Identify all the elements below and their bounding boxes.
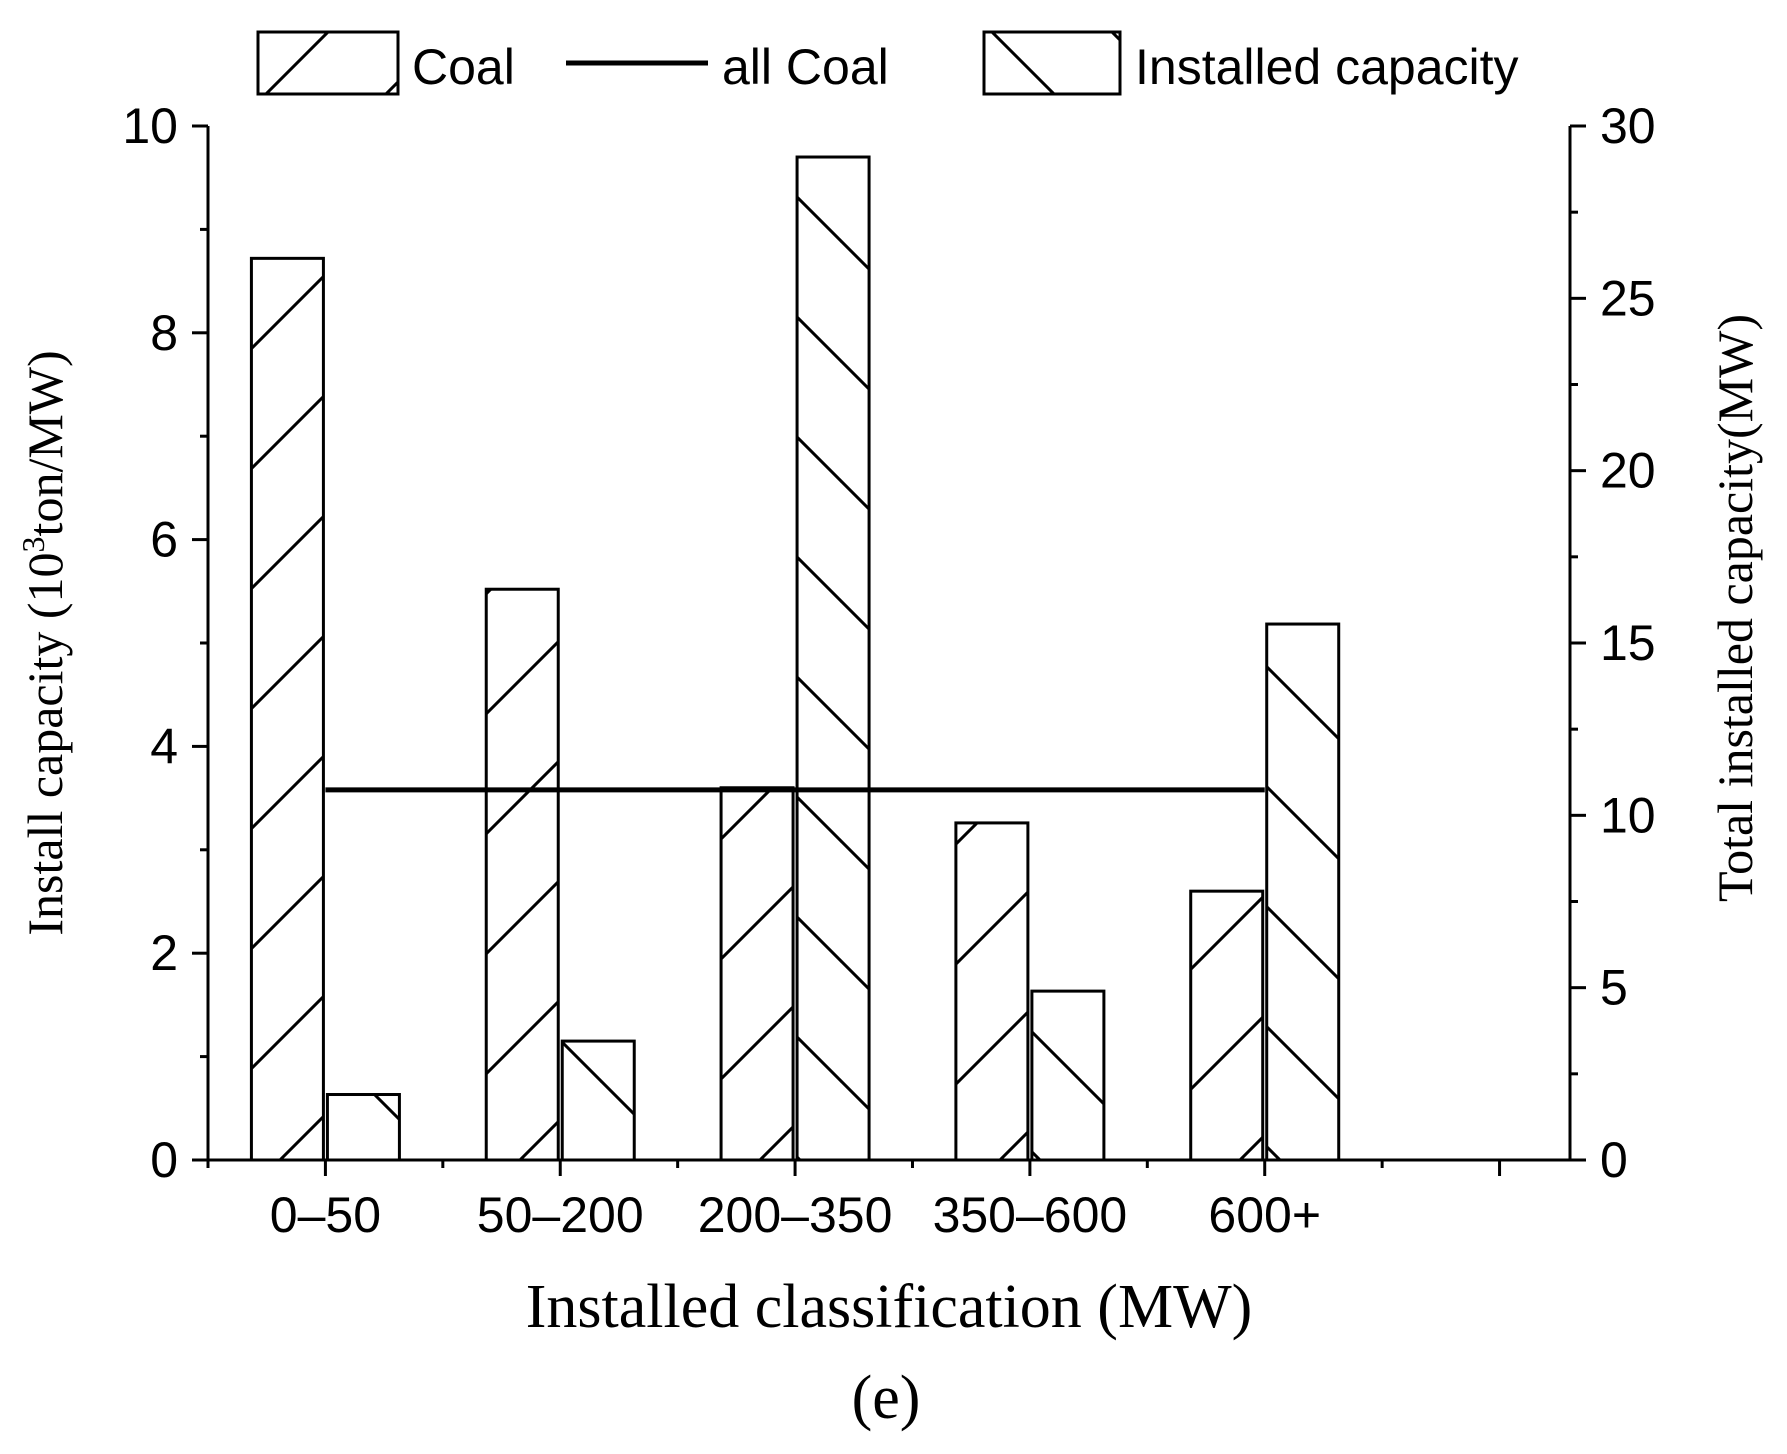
- legend-all-coal-label: all Coal: [722, 39, 889, 95]
- left-tick-label: 0: [150, 1132, 178, 1188]
- legend-installed-capacity-swatch: [982, 30, 1122, 96]
- installed-capacity-bar: [1030, 989, 1106, 1162]
- left-tick-label: 2: [150, 925, 178, 981]
- legend-coal-swatch: [256, 30, 400, 96]
- right-tick-label: 10: [1600, 787, 1656, 843]
- installed-capacity-bar: [1265, 622, 1341, 1162]
- legend-coal-label: Coal: [412, 39, 515, 95]
- x-ticks: 0–50 50–200 200–350 350–600 600+: [206, 1160, 1502, 1243]
- x-tick-label: 200–350: [698, 1187, 893, 1243]
- right-tick-label: 0: [1600, 1132, 1628, 1188]
- legend-installed-capacity-label: Installed capacity: [1135, 39, 1519, 95]
- installed-capacity-bar: [795, 155, 871, 1162]
- right-tick-label: 15: [1600, 615, 1656, 671]
- x-tick-label: 50–200: [477, 1187, 644, 1243]
- right-tick-label: 30: [1600, 98, 1656, 154]
- left-tick-label: 10: [122, 98, 178, 154]
- legend: Coal all Coal Installed capacity: [256, 30, 1519, 96]
- right-y-axis-title: Total installed capacity(MW): [1707, 314, 1763, 902]
- figure-caption: (e): [852, 1364, 921, 1432]
- coal-bar: [249, 256, 325, 1162]
- x-axis-title: Installed classification (MW): [526, 1273, 1253, 1341]
- installed-capacity-bars: [325, 155, 1341, 1162]
- left-y-ticks: 0 2 4 6 8 10: [122, 98, 208, 1188]
- left-tick-label: 4: [150, 718, 178, 774]
- coal-bar: [1189, 889, 1265, 1162]
- x-tick-label: 600+: [1208, 1187, 1321, 1243]
- x-tick-label: 0–50: [270, 1187, 381, 1243]
- right-tick-label: 5: [1600, 960, 1628, 1016]
- coal-bar: [954, 821, 1030, 1162]
- installed-capacity-bar: [325, 1093, 401, 1162]
- left-tick-label: 6: [150, 512, 178, 568]
- coal-bars: [249, 256, 1265, 1162]
- right-y-ticks: 0 5 10 15 20 25 30: [1570, 98, 1656, 1188]
- coal-bar: [719, 786, 795, 1162]
- coal-bar: [484, 587, 560, 1162]
- left-y-axis-title: Install capacity (103ton/MW): [15, 350, 73, 935]
- right-tick-label: 25: [1600, 270, 1656, 326]
- right-tick-label: 20: [1600, 443, 1656, 499]
- x-tick-label: 350–600: [933, 1187, 1128, 1243]
- left-tick-label: 8: [150, 305, 178, 361]
- installed-capacity-bar: [560, 1039, 636, 1162]
